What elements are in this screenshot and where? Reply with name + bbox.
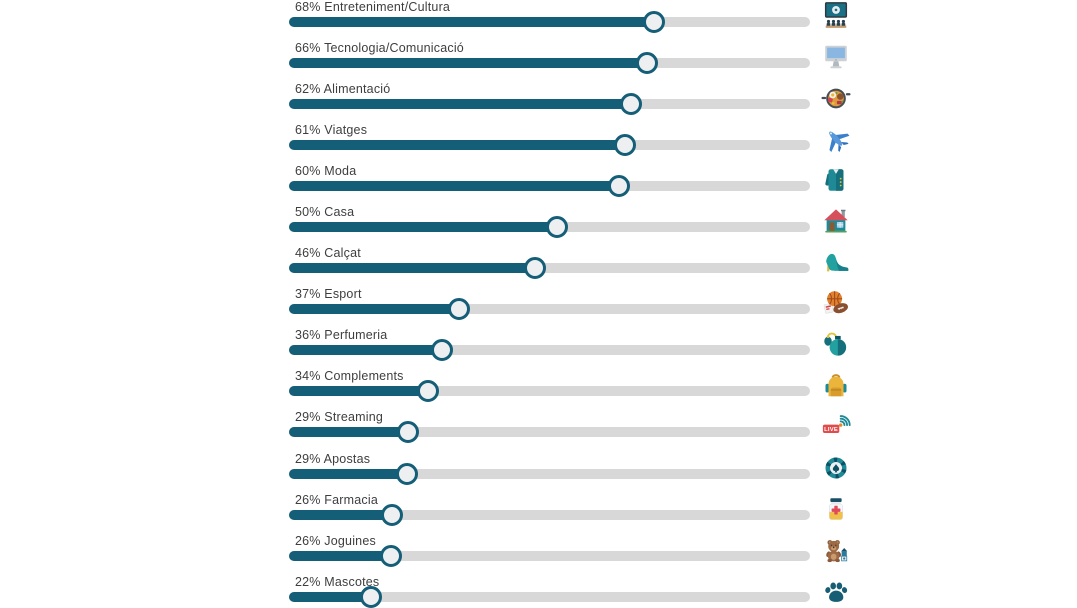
slider-fill [289,550,392,561]
slider-track[interactable] [289,462,810,485]
slider-fill [289,345,443,356]
medicine-jar-icon [821,494,851,524]
backpack-icon [821,370,851,400]
slider-fill [289,17,654,27]
slider-row: 46% Calçat [289,247,869,288]
slider-handle[interactable] [635,52,658,75]
slider-fill [289,386,429,397]
slider-handle[interactable] [642,11,665,33]
slider-label: 29% Apostas [295,451,371,466]
slider-label: 66% Tecnologia/Comunicació [295,41,464,56]
slider-fill [289,509,393,520]
slider-track[interactable] [289,11,810,33]
slider-row: 37% Esport [289,288,869,329]
slider-handle[interactable] [545,216,568,239]
slider-track[interactable] [289,52,810,75]
slider-handle[interactable] [523,257,546,280]
slider-fill [289,58,647,69]
slider-label: 60% Moda [295,164,357,179]
slider-fill [289,263,535,274]
slider-label: 61% Viatges [295,123,368,138]
slider-fill [289,591,371,602]
slider-handle[interactable] [359,585,382,608]
slider-fill [289,468,407,479]
teddy-bear-icon [821,535,851,565]
paw-icon [821,576,851,606]
perfume-icon [821,329,851,359]
sport-balls-icon [821,288,851,318]
slider-row: 36% Perfumeria [289,329,869,370]
slider-chart: 68% Entreteniment/Cultura 66% Tecnologia… [289,1,869,608]
desktop-computer-icon [821,42,851,72]
slider-track[interactable] [289,380,810,403]
slider-label: 46% Calçat [295,246,361,261]
slider-label: 50% Casa [295,205,355,220]
slider-handle[interactable] [447,298,470,321]
slider-row: 34% Complements [289,370,869,411]
slider-fill [289,181,619,192]
slider-label: 29% Streaming [295,410,384,425]
slider-track[interactable] [289,93,810,116]
slider-handle[interactable] [619,93,642,116]
slider-label: 37% Esport [295,287,362,302]
cinema-icon [821,1,851,31]
slider-row: 60% Moda [289,165,869,206]
slider-fill [289,99,631,110]
slider-track[interactable] [289,421,810,444]
slider-label: 68% Entreteniment/Cultura [295,0,451,14]
slider-track[interactable] [289,134,810,157]
slider-handle[interactable] [417,380,440,403]
slider-label: 36% Perfumeria [295,328,388,343]
slider-handle[interactable] [396,421,419,444]
slider-handle[interactable] [431,339,454,362]
slider-row: 62% Alimentació [289,83,869,124]
slider-fill [289,222,557,233]
slider-label: 62% Alimentació [295,82,391,97]
slider-handle[interactable] [395,462,418,485]
slider-track[interactable] [289,503,810,526]
slider-row: 66% Tecnologia/Comunicació [289,42,869,83]
house-icon [821,206,851,236]
slider-track[interactable] [289,544,810,567]
slider-row: 26% Joguines [289,533,869,576]
slider-handle[interactable] [381,503,404,526]
slider-label: 22% Mascotes [295,574,380,589]
slider-row: 68% Entreteniment/Cultura [289,1,869,42]
slider-label: 34% Complements [295,369,404,384]
slider-row: 29% Streaming LIVE [289,411,869,452]
slider-row: 29% Apostas [289,451,869,494]
live-streaming-icon: LIVE [821,411,851,441]
svg-text:LIVE: LIVE [824,427,838,433]
slider-label: 26% Joguines [295,533,376,548]
slider-handle[interactable] [614,134,637,157]
slider-track[interactable] [289,257,810,280]
slider-fill [289,304,459,315]
slider-track[interactable] [289,339,810,362]
slider-track[interactable] [289,298,810,321]
slider-row: 22% Mascotes [289,574,869,608]
slider-handle[interactable] [607,175,630,198]
slider-handle[interactable] [380,544,403,567]
slider-track[interactable] [289,216,810,239]
slider-track[interactable] [289,175,810,198]
slider-row: 50% Casa [289,206,869,247]
high-heel-icon [821,247,851,277]
casino-chip-icon [821,453,851,483]
food-pan-icon [821,83,851,113]
slider-row: 61% Viatges [289,124,869,165]
slider-row: 26% Farmacia [289,492,869,535]
slider-fill [289,140,626,151]
slider-label: 26% Farmacia [295,492,378,507]
slider-track[interactable] [289,585,810,608]
slider-fill [289,427,408,438]
jacket-icon [821,165,851,195]
airplane-icon [821,124,851,154]
